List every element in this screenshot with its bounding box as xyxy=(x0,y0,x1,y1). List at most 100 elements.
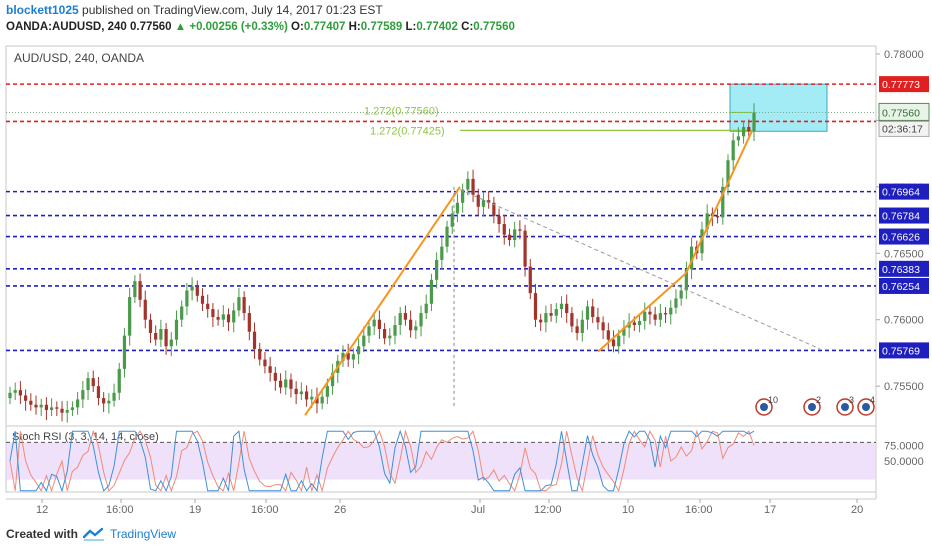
bullish-candle xyxy=(669,307,673,315)
chart-canvas[interactable]: AUD/USD, 240, OANDA0.780000.775000.77000… xyxy=(0,0,932,518)
bullish-candle xyxy=(414,326,418,331)
bullish-candle xyxy=(76,399,80,408)
bullish-candle xyxy=(461,189,465,203)
bullish-candle xyxy=(674,298,678,308)
bearish-candle xyxy=(268,366,272,373)
time-tick-label: 12 xyxy=(36,504,48,516)
bullish-candle xyxy=(554,309,558,316)
event-count-label: 4 xyxy=(870,395,875,405)
event-flag-icon xyxy=(841,403,849,411)
open-label: O: xyxy=(291,21,304,33)
target-zone-box xyxy=(729,83,828,132)
support-level-tag xyxy=(879,207,929,224)
bullish-candle xyxy=(310,396,314,400)
author-link[interactable]: blockett1025 xyxy=(6,3,79,17)
support-level-label: 0.76964 xyxy=(882,187,920,199)
countdown-tag xyxy=(878,120,930,137)
bearish-candle xyxy=(102,398,106,404)
fib-label: 1.272(0.77425) xyxy=(370,125,445,137)
bullish-candle xyxy=(351,354,355,360)
bearish-candle xyxy=(315,396,319,404)
bullish-candle xyxy=(726,160,730,187)
bullish-candle xyxy=(689,246,694,270)
bearish-candle xyxy=(502,224,506,235)
support-level-label: 0.76254 xyxy=(882,281,920,293)
bullish-candle xyxy=(388,335,392,339)
time-tick-label: 10 xyxy=(622,504,634,516)
bullish-candle xyxy=(372,319,376,327)
bullish-candle xyxy=(185,290,189,307)
support-level-tag xyxy=(879,183,929,200)
bearish-candle xyxy=(591,306,595,318)
bullish-candle xyxy=(174,319,179,340)
bullish-candle xyxy=(455,202,460,214)
bullish-candle xyxy=(232,310,236,323)
bullish-candle xyxy=(741,127,746,137)
fib-label: 1.272(0.77560) xyxy=(364,105,439,117)
bullish-candle xyxy=(580,319,584,333)
price-tick-label: 0.75500 xyxy=(884,381,924,393)
bearish-candle xyxy=(487,200,491,203)
support-level-tag xyxy=(879,260,929,277)
bearish-candle xyxy=(18,390,23,396)
published-text: published on TradingView.com, July 14, 2… xyxy=(82,3,383,17)
time-tick-label: 16:00 xyxy=(251,504,279,516)
countdown-label: 02:36:17 xyxy=(882,123,923,135)
chart-title: AUD/USD, 240, OANDA xyxy=(14,51,144,65)
bearish-candle xyxy=(91,378,95,387)
price-tick-label: 0.78000 xyxy=(884,49,924,61)
bullish-candle xyxy=(424,303,428,314)
bullish-candle xyxy=(39,404,43,408)
bullish-candle xyxy=(721,186,725,218)
bearish-candle xyxy=(96,386,101,399)
bullish-candle xyxy=(8,392,12,399)
bearish-candle xyxy=(247,313,251,332)
bullish-candle xyxy=(559,303,564,310)
bearish-candle xyxy=(258,348,262,360)
publish-line: blockett1025 published on TradingView.co… xyxy=(6,3,383,17)
resistance-level-tag xyxy=(879,76,929,93)
price-tick-label: 0.76500 xyxy=(884,248,924,260)
bearish-candle xyxy=(570,313,574,327)
bearish-candle xyxy=(663,313,668,315)
event-count-label: 10 xyxy=(768,395,778,405)
bearish-candle xyxy=(471,178,475,195)
bearish-candle xyxy=(377,319,382,330)
bearish-candle xyxy=(409,319,413,331)
bullish-candle xyxy=(419,313,423,327)
bullish-candle xyxy=(299,391,303,395)
time-tick-label: 26 xyxy=(334,504,346,516)
bearish-candle xyxy=(294,388,298,395)
bullish-candle xyxy=(169,339,173,347)
bullish-candle xyxy=(684,269,688,291)
bullish-candle xyxy=(700,229,704,254)
bearish-candle xyxy=(23,395,28,401)
bearish-candle xyxy=(263,359,267,367)
indicator-tick-label: 50.0000 xyxy=(884,456,924,468)
time-tick-label: 16:00 xyxy=(106,504,134,516)
bullish-candle xyxy=(70,407,75,411)
bullish-candle xyxy=(450,213,454,227)
up-arrow-icon: ▲ xyxy=(174,21,187,33)
support-level-label: 0.76784 xyxy=(882,211,920,223)
bearish-candle xyxy=(206,303,210,310)
bearish-candle xyxy=(148,319,153,333)
tradingview-brand-link[interactable]: TradingView xyxy=(110,527,177,541)
bullish-candle xyxy=(159,329,163,340)
stoch-d-line xyxy=(9,429,755,493)
bearish-candle xyxy=(533,293,538,320)
bearish-candle xyxy=(304,391,309,400)
bullish-candle xyxy=(398,313,402,326)
time-tick-label: 16:00 xyxy=(685,504,713,516)
bearish-candle xyxy=(549,313,553,316)
bearish-candle xyxy=(273,372,277,381)
trendline xyxy=(304,186,461,416)
chart-header: blockett1025 published on TradingView.co… xyxy=(0,0,932,44)
event-count-label: 2 xyxy=(816,395,821,405)
resistance-level-label: 0.77773 xyxy=(882,79,920,91)
indicator-tick-label: 75.0000 xyxy=(884,441,924,453)
low-value: 0.77402 xyxy=(416,21,458,33)
bearish-candle xyxy=(747,127,751,132)
stoch-k-line xyxy=(9,429,755,493)
support-level-tag xyxy=(879,228,929,245)
